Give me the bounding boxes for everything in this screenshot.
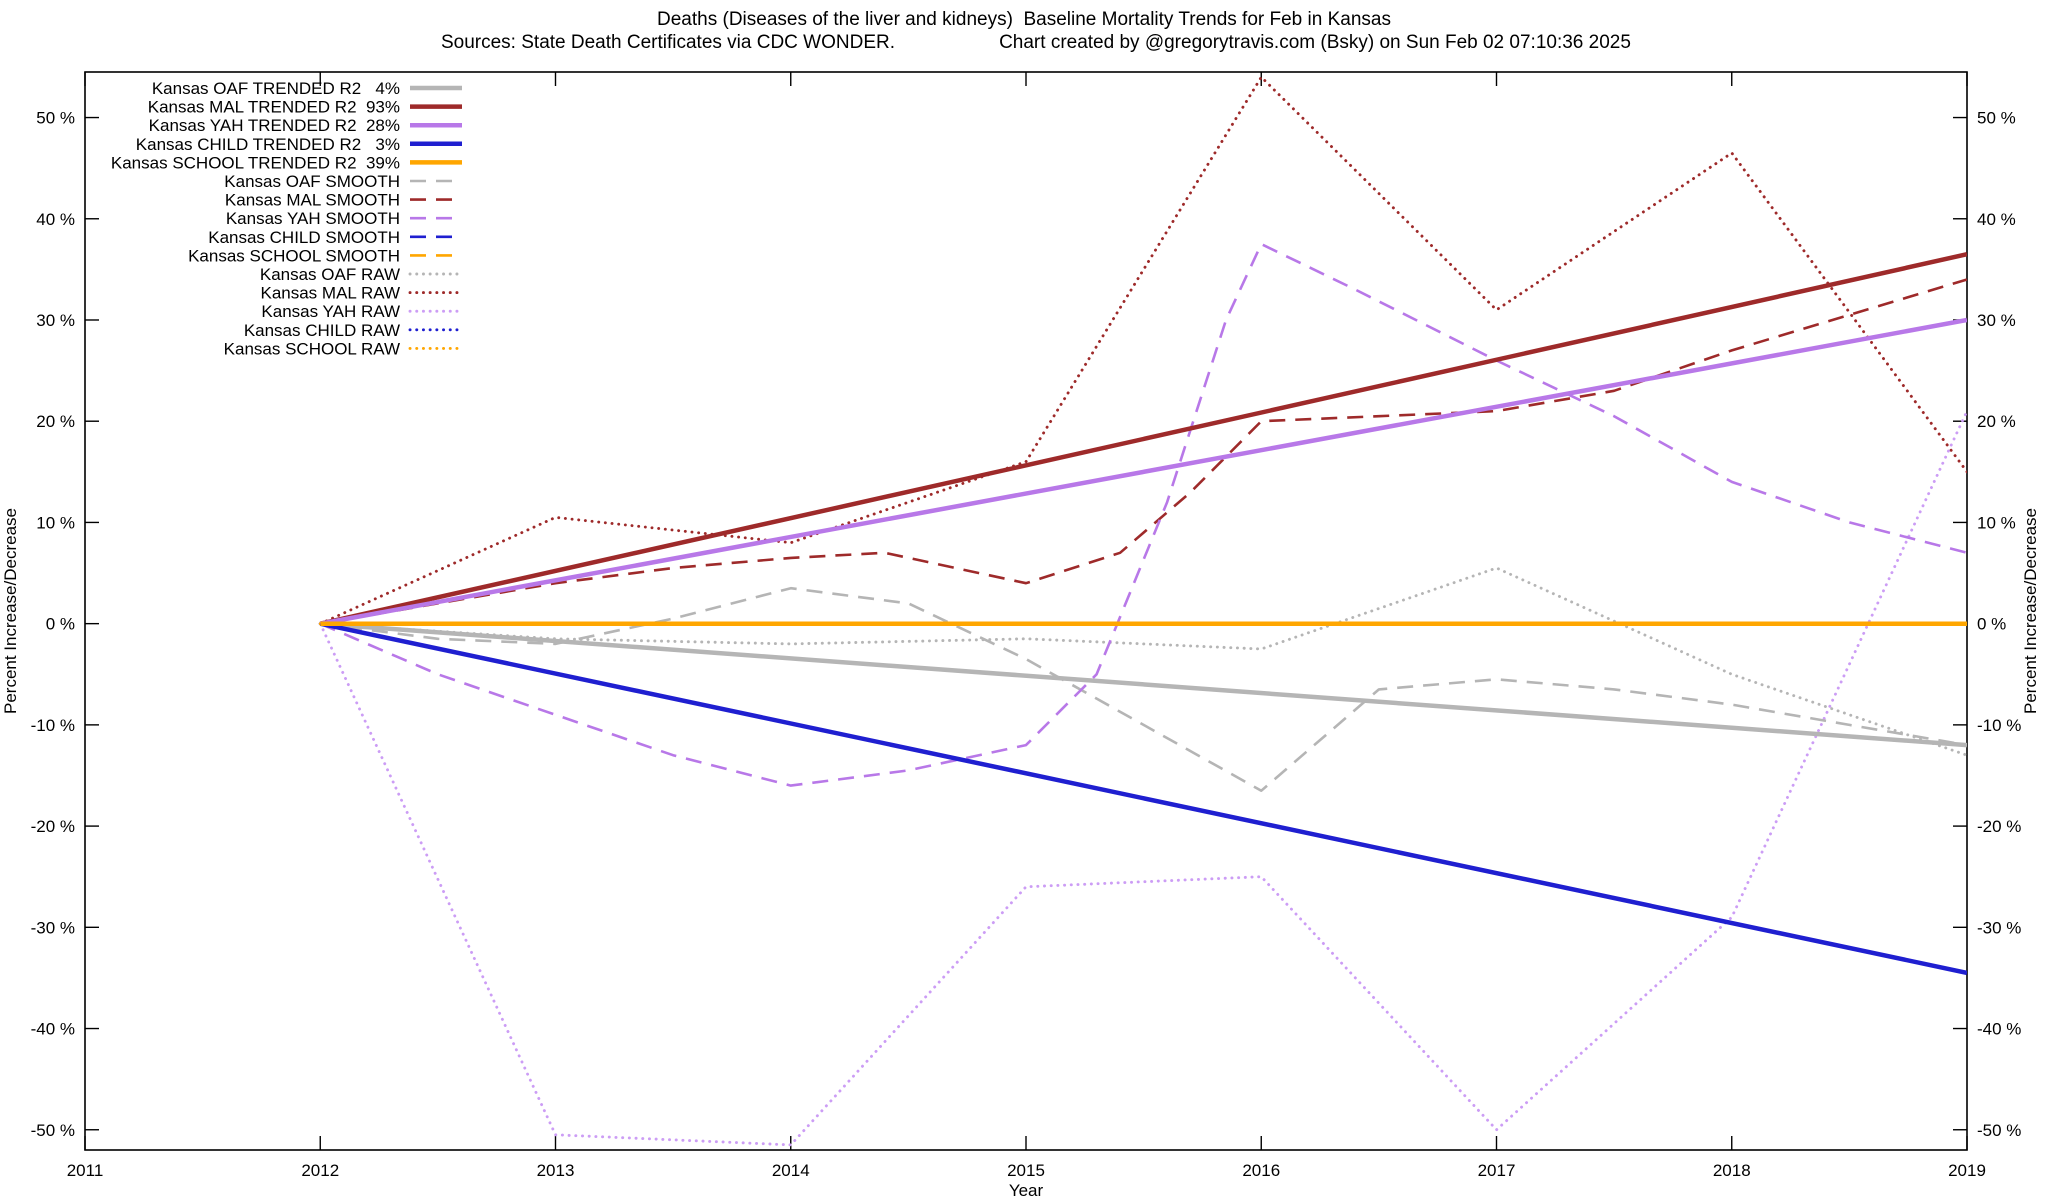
series-mal-trended bbox=[319, 252, 1967, 626]
x-axis-label: Year bbox=[1009, 1181, 1044, 1200]
legend-label-school-raw: Kansas SCHOOL RAW bbox=[224, 339, 400, 358]
series-lines bbox=[318, 75, 1967, 1147]
x-tick-label: 2016 bbox=[1242, 1161, 1280, 1180]
y-tick-label-left: -30 % bbox=[31, 918, 75, 937]
series-yah-trended bbox=[319, 317, 1967, 626]
y-tick-label-right: 50 % bbox=[1977, 109, 2016, 128]
legend-label-oaf-trended: Kansas OAF TRENDED R2 4% bbox=[152, 79, 400, 98]
legend-label-yah-trended: Kansas YAH TRENDED R2 28% bbox=[149, 116, 400, 135]
y-tick-label-right: -30 % bbox=[1977, 918, 2021, 937]
y-tick-label-left: 50 % bbox=[36, 109, 75, 128]
series-oaf-raw bbox=[318, 566, 1967, 757]
legend-label-oaf-raw: Kansas OAF RAW bbox=[260, 265, 400, 284]
y-axis-label-left: Percent Increase/Decrease bbox=[1, 508, 20, 714]
legend-label-child-raw: Kansas CHILD RAW bbox=[244, 321, 400, 340]
series-child-trended bbox=[319, 621, 1967, 976]
y-tick-label-right: 30 % bbox=[1977, 311, 2016, 330]
legend-label-mal-trended: Kansas MAL TRENDED R2 93% bbox=[148, 98, 400, 117]
y-tick-label-right: -10 % bbox=[1977, 716, 2021, 735]
y-tick-label-left: -40 % bbox=[31, 1020, 75, 1039]
series-yah-raw bbox=[318, 409, 1967, 1147]
y-tick-label-right: -20 % bbox=[1977, 817, 2021, 836]
x-tick-label: 2011 bbox=[67, 1161, 104, 1180]
x-tick-label: 2014 bbox=[772, 1161, 810, 1180]
y-tick-label-left: -10 % bbox=[31, 716, 75, 735]
legend-label-oaf-smooth: Kansas OAF SMOOTH bbox=[224, 172, 400, 191]
y-tick-label-left: -50 % bbox=[31, 1121, 75, 1140]
y-tick-label-right: -40 % bbox=[1977, 1020, 2021, 1039]
y-tick-label-right: 0 % bbox=[1977, 615, 2006, 634]
legend: Kansas OAF TRENDED R2 4%Kansas MAL TREND… bbox=[111, 79, 464, 358]
series-yah-smooth bbox=[319, 242, 1967, 787]
series-oaf-trended bbox=[320, 621, 1967, 748]
legend-label-school-trended: Kansas SCHOOL TRENDED R2 39% bbox=[111, 153, 400, 172]
y-tick-label-left: 40 % bbox=[36, 210, 75, 229]
legend-label-child-trended: Kansas CHILD TRENDED R2 3% bbox=[136, 135, 400, 154]
x-tick-label: 2017 bbox=[1478, 1161, 1516, 1180]
legend-label-yah-raw: Kansas YAH RAW bbox=[261, 302, 400, 321]
legend-label-school-smooth: Kansas SCHOOL SMOOTH bbox=[188, 246, 400, 265]
legend-label-yah-smooth: Kansas YAH SMOOTH bbox=[226, 209, 400, 228]
y-tick-label-left: -20 % bbox=[31, 817, 75, 836]
y-tick-label-left: 0 % bbox=[46, 615, 75, 634]
x-tick-label: 2019 bbox=[1948, 1161, 1986, 1180]
legend-label-child-smooth: Kansas CHILD SMOOTH bbox=[208, 228, 400, 247]
y-tick-label-right: 20 % bbox=[1977, 412, 2016, 431]
x-tick-label: 2012 bbox=[301, 1161, 339, 1180]
series-mal-smooth bbox=[320, 278, 1967, 625]
y-tick-label-left: 30 % bbox=[36, 311, 75, 330]
chart-credit-note: Chart created by @gregorytravis.com (Bsk… bbox=[999, 32, 1631, 53]
y-tick-label-right: 40 % bbox=[1977, 210, 2016, 229]
series-oaf-smooth bbox=[320, 586, 1967, 793]
y-tick-label-right: -50 % bbox=[1977, 1121, 2021, 1140]
chart-title: Deaths (Diseases of the liver and kidney… bbox=[657, 9, 1391, 30]
x-tick-label: 2015 bbox=[1007, 1161, 1045, 1180]
y-tick-label-right: 10 % bbox=[1977, 513, 2016, 532]
legend-label-mal-raw: Kansas MAL RAW bbox=[260, 284, 400, 303]
y-axis-label-right: Percent Increase/Decrease bbox=[2021, 508, 2040, 714]
x-tick-label: 2018 bbox=[1713, 1161, 1751, 1180]
legend-label-mal-smooth: Kansas MAL SMOOTH bbox=[225, 191, 400, 210]
chart-source-note: Sources: State Death Certificates via CD… bbox=[441, 32, 895, 53]
series-mal-raw bbox=[318, 75, 1967, 626]
x-tick-label: 2013 bbox=[537, 1161, 575, 1180]
axis-ticks: 2011 2012 2013 2014 2015 2016 2017 2018 2019 -50 … bbox=[31, 72, 2021, 1180]
y-tick-label-left: 10 % bbox=[36, 513, 75, 532]
y-tick-label-left: 20 % bbox=[36, 412, 75, 431]
